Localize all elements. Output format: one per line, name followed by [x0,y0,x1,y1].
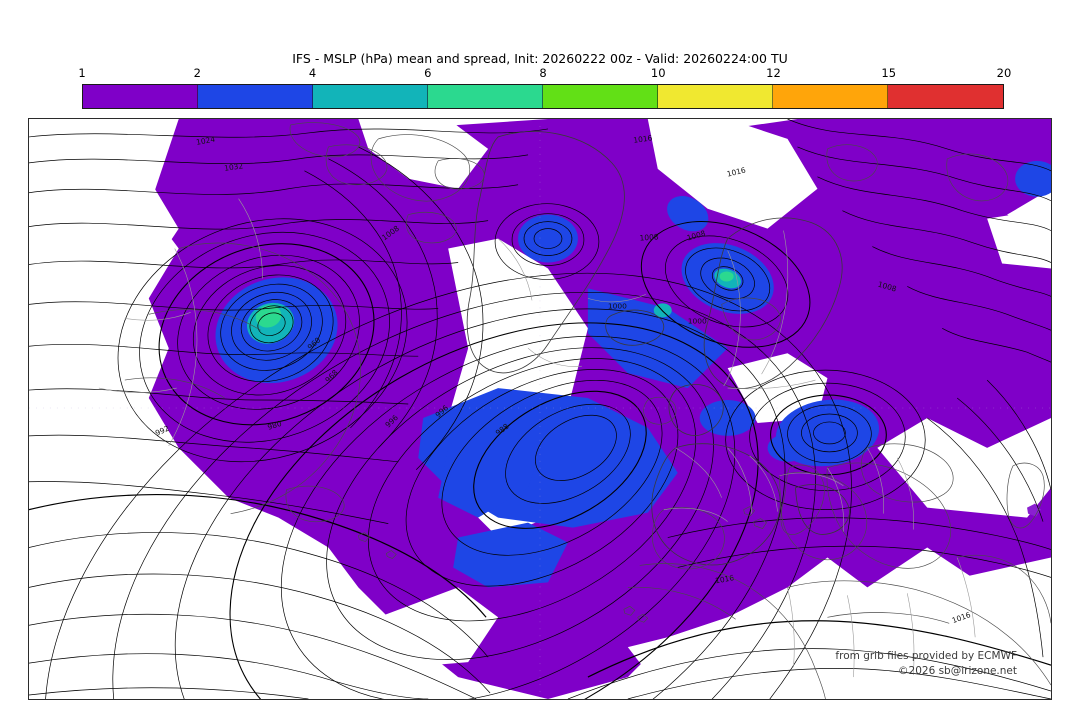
colorbar-segment-1-2 [83,85,198,108]
spread-shading-level-6-8 [255,271,734,328]
colorbar-tick-4: 4 [308,66,317,80]
colorbar-segment-6-8 [428,85,543,108]
colorbar-segment-2-4 [198,85,313,108]
page-title: IFS - MSLP (hPa) mean and spread, Init: … [292,51,788,66]
mslp-contour-lines [29,119,1051,699]
colorbar-tick-10: 10 [650,66,666,80]
map-canvas: 960 968 980 988 992 996 996 1008 1008 10… [29,119,1051,699]
graticule-marks [29,119,1051,699]
spread-below-threshold-areas [29,119,1051,699]
colorbar-tick-6: 6 [424,66,432,80]
coastlines [124,122,1051,699]
colorbar-tick-2: 2 [193,66,201,80]
svg-text:980: 980 [266,419,283,432]
colorbar [82,84,1004,109]
colorbar-segment-10-12 [658,85,773,108]
svg-text:1008: 1008 [639,232,659,242]
colorbar-segment-15-20 [888,85,1003,108]
colorbar-segment-12-15 [773,85,888,108]
country-borders [98,198,976,678]
colorbar-segments [82,84,1004,109]
colorbar-tick-15: 15 [881,66,897,80]
colorbar-tick-8: 8 [539,66,547,80]
svg-text:1016: 1016 [726,165,747,178]
colorbar-segment-4-6 [313,85,428,108]
spread-shading-level-2-4 [215,160,1051,588]
svg-text:1016: 1016 [633,133,653,145]
map-panel: 960 968 980 988 992 996 996 1008 1008 10… [28,118,1052,700]
svg-text:1000: 1000 [608,301,627,310]
colorbar-tick-1: 1 [78,66,86,80]
colorbar-segment-8-10 [543,85,658,108]
colorbar-tick-labels: 1 2 4 6 8 10 12 15 20 [78,66,1011,82]
colorbar-tick-20: 20 [996,66,1012,80]
colorbar-tick-12: 12 [766,66,781,80]
svg-text:1016: 1016 [714,573,735,585]
svg-text:1024: 1024 [195,135,216,147]
svg-text:1032: 1032 [224,161,244,173]
svg-text:1000: 1000 [688,316,707,325]
